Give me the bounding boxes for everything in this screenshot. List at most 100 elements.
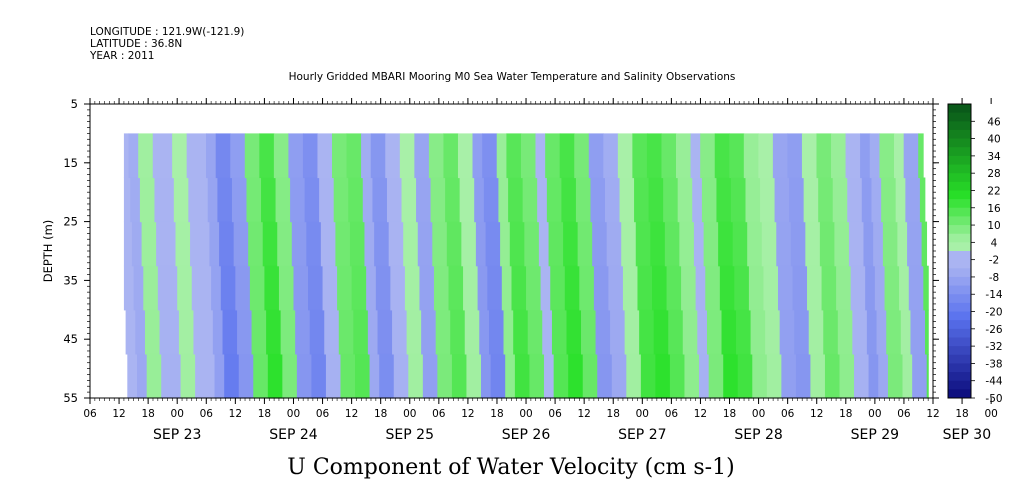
x-day-label: SEP 24 bbox=[269, 427, 318, 443]
heatmap-cell bbox=[792, 265, 808, 311]
heatmap-cell bbox=[248, 221, 264, 267]
heatmap-cell bbox=[595, 309, 611, 355]
heatmap-cell bbox=[908, 265, 924, 311]
heatmap-cell bbox=[568, 353, 584, 399]
heatmap-cell bbox=[810, 353, 826, 399]
colorbar-label: 10 bbox=[987, 220, 1000, 232]
heatmap-cell bbox=[246, 177, 262, 223]
heatmap-cell bbox=[244, 133, 260, 179]
heatmap-cell bbox=[291, 221, 307, 267]
heatmap-cell bbox=[675, 133, 692, 179]
heatmap-cell bbox=[646, 133, 663, 179]
colorbar-cell bbox=[948, 173, 971, 183]
heatmap-cell bbox=[451, 353, 468, 399]
heatmap-cell bbox=[677, 177, 693, 223]
heatmap-cell bbox=[459, 177, 475, 223]
heatmap-cell bbox=[542, 309, 553, 355]
heatmap-cell bbox=[661, 133, 677, 179]
heatmap-cell bbox=[543, 353, 555, 399]
colorbar-cell bbox=[948, 294, 971, 304]
heatmap-cell bbox=[355, 353, 371, 399]
heatmap-cell bbox=[123, 177, 131, 223]
x-hour-label: 00 bbox=[171, 408, 184, 420]
heatmap-cell bbox=[464, 309, 480, 355]
colorbar-cell bbox=[948, 285, 971, 295]
heatmap-cell bbox=[143, 265, 159, 311]
heatmap-cell bbox=[865, 265, 876, 311]
colorbar-cell bbox=[948, 190, 971, 200]
heatmap-cell bbox=[606, 221, 622, 267]
heatmap-cell bbox=[351, 265, 367, 311]
heatmap-cell bbox=[550, 265, 566, 311]
heatmap-cell bbox=[503, 309, 514, 355]
colorbar-cell bbox=[948, 207, 971, 217]
heatmap-cell bbox=[131, 221, 143, 267]
heatmap-cell bbox=[648, 177, 664, 223]
heatmap-cell bbox=[367, 309, 379, 355]
heatmap-cell bbox=[215, 133, 231, 179]
heatmap-cell bbox=[538, 221, 550, 267]
heatmap-cell bbox=[522, 177, 538, 223]
heatmap-cell bbox=[414, 133, 430, 179]
heatmap-cell bbox=[346, 133, 362, 179]
latitude-label: LATITUDE : 36.8N bbox=[90, 38, 182, 50]
heatmap-cell bbox=[146, 353, 162, 399]
header-block: LONGITUDE : 121.9W(-121.9) LATITUDE : 36… bbox=[89, 26, 735, 83]
heatmap-cell bbox=[461, 221, 477, 267]
heatmap-cell bbox=[563, 221, 579, 267]
heatmap-cell bbox=[261, 177, 277, 223]
colorbar-label: 46 bbox=[987, 116, 1001, 128]
heatmap-cell bbox=[852, 309, 868, 355]
heatmap-cell bbox=[311, 353, 327, 399]
heatmap-cell bbox=[701, 177, 718, 223]
heatmap-cell bbox=[370, 133, 386, 179]
x-hour-label: 18 bbox=[955, 408, 968, 420]
heatmap-cell bbox=[590, 177, 606, 223]
heatmap-cell bbox=[626, 353, 642, 399]
heatmap-cell bbox=[801, 133, 818, 179]
heatmap-cell bbox=[617, 133, 633, 179]
heatmap-cell bbox=[692, 177, 703, 223]
heatmap-cell bbox=[723, 353, 739, 399]
colorbar-label: -50 bbox=[985, 393, 1002, 405]
heatmap-cell bbox=[679, 221, 695, 267]
y-tick-label: 15 bbox=[63, 156, 78, 170]
heatmap-cell bbox=[871, 177, 882, 223]
x-hour-label: 00 bbox=[868, 408, 881, 420]
heatmap-cell bbox=[211, 265, 222, 311]
heatmap-cell bbox=[450, 309, 466, 355]
colorbar-cell bbox=[948, 199, 971, 209]
heatmap-cell bbox=[275, 177, 291, 223]
heatmap-cell bbox=[443, 133, 459, 179]
heatmap-cell bbox=[581, 309, 597, 355]
heatmap-cell bbox=[325, 353, 342, 399]
x-hour-label: 00 bbox=[519, 408, 532, 420]
heatmap-cell bbox=[763, 265, 779, 311]
heatmap-cell bbox=[681, 265, 697, 311]
x-hour-label: 06 bbox=[432, 408, 446, 420]
heatmap-cell bbox=[925, 309, 929, 355]
heatmap-cell bbox=[463, 265, 479, 311]
heatmap-cell bbox=[222, 309, 238, 355]
x-hour-label: 12 bbox=[926, 408, 939, 420]
heatmap-cell bbox=[772, 133, 789, 179]
colorbar-label: -20 bbox=[985, 307, 1002, 319]
heatmap-cell bbox=[508, 177, 524, 223]
x-hour-label: 00 bbox=[636, 408, 649, 420]
heatmap-cell bbox=[884, 265, 900, 311]
heatmap-cell bbox=[795, 353, 812, 399]
heatmap-cell bbox=[186, 133, 207, 179]
heatmap-cell bbox=[605, 177, 621, 223]
heatmap-cell bbox=[526, 265, 542, 311]
heatmap-cell bbox=[233, 221, 249, 267]
heatmap-cell bbox=[579, 265, 595, 311]
heatmap-cell bbox=[527, 309, 543, 355]
heatmap-cell bbox=[511, 265, 527, 311]
heatmap-cell bbox=[253, 353, 269, 399]
heatmap-cell bbox=[520, 133, 537, 179]
heatmap-cell bbox=[559, 133, 575, 179]
heatmap-cell bbox=[372, 177, 388, 223]
colorbar-cell bbox=[948, 104, 971, 114]
colorbar-cell bbox=[948, 389, 971, 399]
heatmap-cell bbox=[138, 133, 154, 179]
